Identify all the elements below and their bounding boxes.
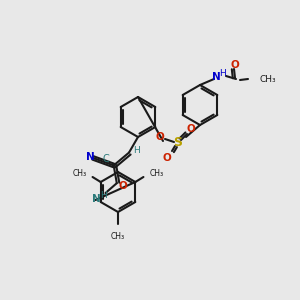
Text: H: H xyxy=(100,190,107,200)
Text: O: O xyxy=(156,132,164,142)
Text: N: N xyxy=(212,72,220,82)
Text: O: O xyxy=(163,153,171,163)
Text: CH₃: CH₃ xyxy=(149,169,164,178)
Text: N: N xyxy=(92,194,101,204)
Text: O: O xyxy=(231,60,239,70)
Text: CH₃: CH₃ xyxy=(111,232,125,241)
Text: O: O xyxy=(118,181,127,191)
Text: N: N xyxy=(85,152,94,162)
Text: H: H xyxy=(220,70,226,79)
Text: H: H xyxy=(134,146,140,155)
Text: O: O xyxy=(187,124,195,134)
Text: S: S xyxy=(173,136,182,149)
Text: C: C xyxy=(102,154,109,164)
Text: CH₃: CH₃ xyxy=(72,169,87,178)
Text: CH₃: CH₃ xyxy=(260,74,277,83)
